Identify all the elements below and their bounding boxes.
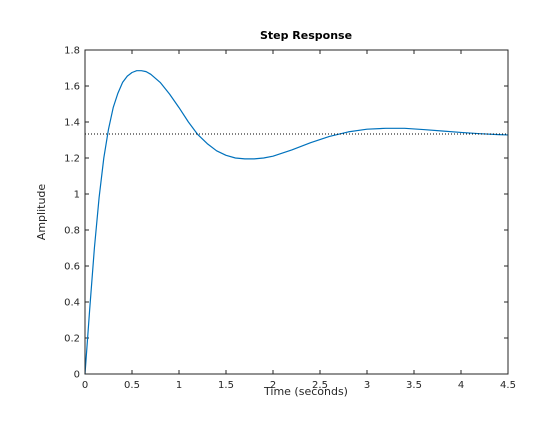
- x-tick-label: 3: [364, 380, 370, 391]
- x-axis-label: Time (seconds): [263, 385, 348, 398]
- y-tick-label: 0.4: [64, 298, 80, 309]
- y-tick-label: 1.6: [64, 82, 80, 93]
- y-tick-label: 1.2: [64, 154, 80, 165]
- y-tick-label: 0.6: [64, 262, 80, 273]
- y-tick-label: 1.8: [64, 46, 80, 57]
- labels-layer: Step Response Time (seconds) Amplitude: [35, 29, 352, 398]
- plot-area-frame: [84, 49, 509, 375]
- x-tick-label: 2.5: [312, 380, 328, 391]
- x-tick-label: 1.5: [218, 380, 234, 391]
- y-tick-label: 1.4: [64, 118, 80, 129]
- step-response-line: [84, 70, 509, 375]
- plot-area-background: [85, 50, 508, 374]
- series-layer: [84, 70, 509, 375]
- y-tick-label: 0.2: [64, 334, 80, 345]
- x-tick-label: 4: [458, 380, 464, 391]
- x-tick-label: 0: [82, 380, 88, 391]
- y-tick-label: 0.8: [64, 226, 80, 237]
- x-tick-label: 4.5: [500, 380, 516, 391]
- x-tick-label: 0.5: [124, 380, 140, 391]
- y-tick-label: 1: [74, 190, 80, 201]
- y-axis-label: Amplitude: [35, 184, 48, 241]
- x-tick-label: 3.5: [406, 380, 422, 391]
- chart-title: Step Response: [260, 29, 352, 42]
- x-tick-label: 2: [270, 380, 276, 391]
- x-tick-label: 1: [176, 380, 182, 391]
- y-tick-label: 0: [74, 370, 80, 381]
